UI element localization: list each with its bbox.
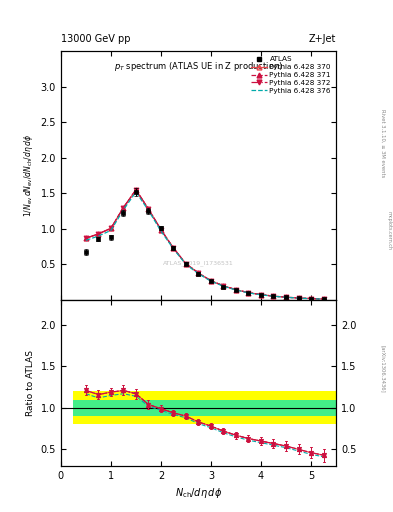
Text: Z+Jet: Z+Jet bbox=[309, 33, 336, 44]
Text: ATLAS_2019_I1736531: ATLAS_2019_I1736531 bbox=[163, 260, 234, 266]
X-axis label: $N_\mathrm{ch}/d\eta\,d\phi$: $N_\mathrm{ch}/d\eta\,d\phi$ bbox=[175, 486, 222, 500]
Y-axis label: $1/N_\mathrm{ev}\,dN_\mathrm{ev}/dN_\mathrm{ch}/d\eta\,d\phi$: $1/N_\mathrm{ev}\,dN_\mathrm{ev}/dN_\mat… bbox=[22, 134, 35, 217]
Text: 13000 GeV pp: 13000 GeV pp bbox=[61, 33, 130, 44]
Text: $p_T$ spectrum (ATLAS UE in Z production): $p_T$ spectrum (ATLAS UE in Z production… bbox=[114, 60, 283, 73]
Legend: ATLAS, Pythia 6.428 370, Pythia 6.428 371, Pythia 6.428 372, Pythia 6.428 376: ATLAS, Pythia 6.428 370, Pythia 6.428 37… bbox=[249, 55, 332, 95]
Y-axis label: Ratio to ATLAS: Ratio to ATLAS bbox=[26, 350, 35, 416]
Text: mcplots.cern.ch: mcplots.cern.ch bbox=[387, 211, 391, 250]
Text: [arXiv:1306.3436]: [arXiv:1306.3436] bbox=[381, 345, 386, 393]
Text: Rivet 3.1.10, ≥ 3M events: Rivet 3.1.10, ≥ 3M events bbox=[381, 109, 386, 178]
